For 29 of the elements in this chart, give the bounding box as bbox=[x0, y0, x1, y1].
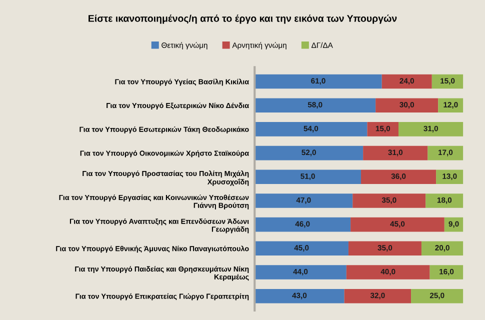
bar bbox=[254, 170, 361, 184]
bar bbox=[376, 98, 438, 112]
bar bbox=[344, 288, 412, 304]
bar bbox=[360, 170, 436, 184]
bar bbox=[436, 170, 464, 184]
bar bbox=[352, 194, 426, 208]
bar bbox=[411, 288, 464, 304]
bar bbox=[254, 194, 353, 208]
bar bbox=[254, 241, 348, 256]
bar bbox=[426, 194, 464, 208]
bar bbox=[382, 74, 432, 89]
bar bbox=[367, 122, 399, 136]
bar bbox=[254, 122, 368, 136]
bar bbox=[348, 241, 422, 256]
bar bbox=[254, 74, 382, 89]
bar bbox=[254, 217, 351, 232]
bar bbox=[346, 265, 430, 280]
chart-title: Είστε ικανοποιημένος/η από το έργο και την εικόνα των Υπουργών bbox=[88, 14, 397, 24]
bar bbox=[438, 98, 464, 112]
bar bbox=[428, 146, 464, 160]
bar bbox=[430, 265, 464, 280]
bar bbox=[254, 146, 364, 160]
bar bbox=[363, 146, 428, 160]
bar bbox=[398, 122, 464, 136]
bar bbox=[254, 98, 376, 112]
bar bbox=[254, 288, 344, 304]
bar bbox=[350, 217, 444, 232]
bar bbox=[421, 241, 464, 256]
bar bbox=[254, 265, 346, 280]
